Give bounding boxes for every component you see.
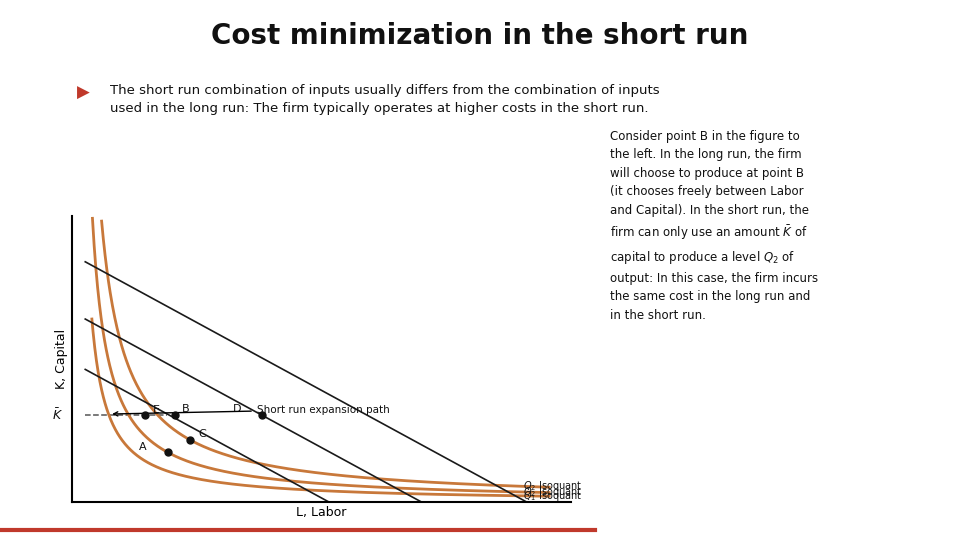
Text: $Q_2$ Isoquant: $Q_2$ Isoquant (522, 485, 582, 499)
X-axis label: L, Labor: L, Labor (297, 507, 347, 519)
Text: $\bar{K}$: $\bar{K}$ (52, 408, 63, 423)
Text: D: D (233, 404, 242, 414)
Y-axis label: K, Capital: K, Capital (55, 329, 68, 389)
Text: Consider point B in the figure to
the left. In the long run, the firm
will choos: Consider point B in the figure to the le… (610, 130, 818, 321)
Text: Cost minimization in the short run: Cost minimization in the short run (211, 22, 749, 50)
Text: ▶: ▶ (77, 84, 89, 102)
Text: A: A (139, 442, 147, 452)
Text: Short run expansion path: Short run expansion path (113, 404, 390, 416)
Text: E: E (153, 405, 159, 415)
Text: The short run combination of inputs usually differs from the combination of inpu: The short run combination of inputs usua… (110, 84, 660, 114)
Text: C: C (199, 429, 206, 440)
Text: $Q_2$ Isoquant: $Q_2$ Isoquant (522, 479, 582, 493)
Text: B: B (182, 404, 190, 414)
Text: $Q_1$ Isoquant: $Q_1$ Isoquant (522, 489, 582, 503)
